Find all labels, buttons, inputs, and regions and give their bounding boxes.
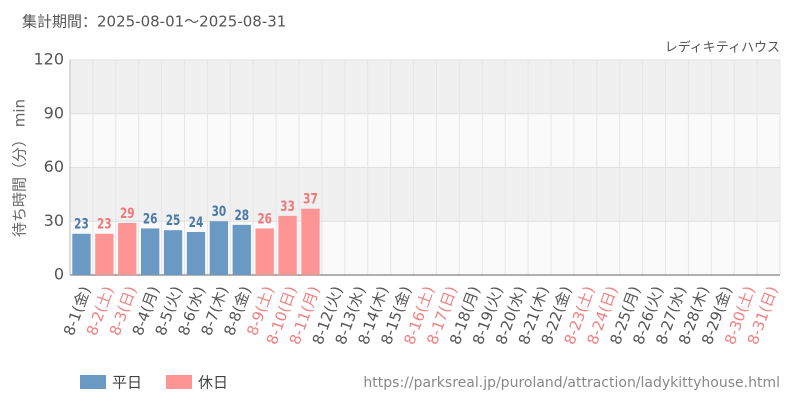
value-label: 24	[189, 215, 204, 231]
bar	[141, 228, 160, 275]
value-label: 26	[257, 211, 272, 227]
y-tick-label: 0	[54, 265, 64, 284]
y-tick-label: 30	[44, 211, 64, 230]
bar	[118, 223, 137, 275]
y-tick-label: 120	[33, 50, 64, 69]
chart-title: 集計期間：2025-08-01〜2025-08-31	[22, 13, 286, 31]
bar	[72, 233, 91, 275]
bar	[255, 228, 274, 275]
value-label: 23	[74, 216, 89, 232]
y-tick-label: 60	[44, 157, 64, 176]
value-label: 37	[303, 191, 318, 207]
value-label: 33	[280, 198, 295, 214]
bar	[95, 233, 114, 275]
bar	[301, 208, 320, 275]
value-label: 30	[212, 204, 227, 220]
legend-label: 平日	[112, 374, 142, 392]
bar	[163, 230, 183, 275]
legend-label: 休日	[198, 374, 228, 392]
bar	[186, 232, 206, 275]
y-axis-label: 待ち時間（分） min	[11, 99, 29, 237]
grid-band	[70, 167, 780, 222]
legend-swatch	[80, 375, 106, 389]
bar	[232, 224, 251, 275]
value-label: 26	[143, 211, 158, 227]
legend-swatch	[166, 375, 192, 389]
grid-band	[70, 60, 780, 114]
source-url: https://parksreal.jp/puroland/attraction…	[363, 375, 780, 391]
bar	[209, 221, 229, 275]
value-label: 23	[97, 216, 112, 232]
value-label: 28	[234, 207, 249, 223]
bar	[278, 215, 297, 275]
y-tick-label: 90	[44, 103, 64, 122]
value-label: 29	[120, 206, 135, 222]
chart-subtitle: レディキティハウス	[665, 40, 780, 56]
value-label: 25	[166, 213, 181, 229]
